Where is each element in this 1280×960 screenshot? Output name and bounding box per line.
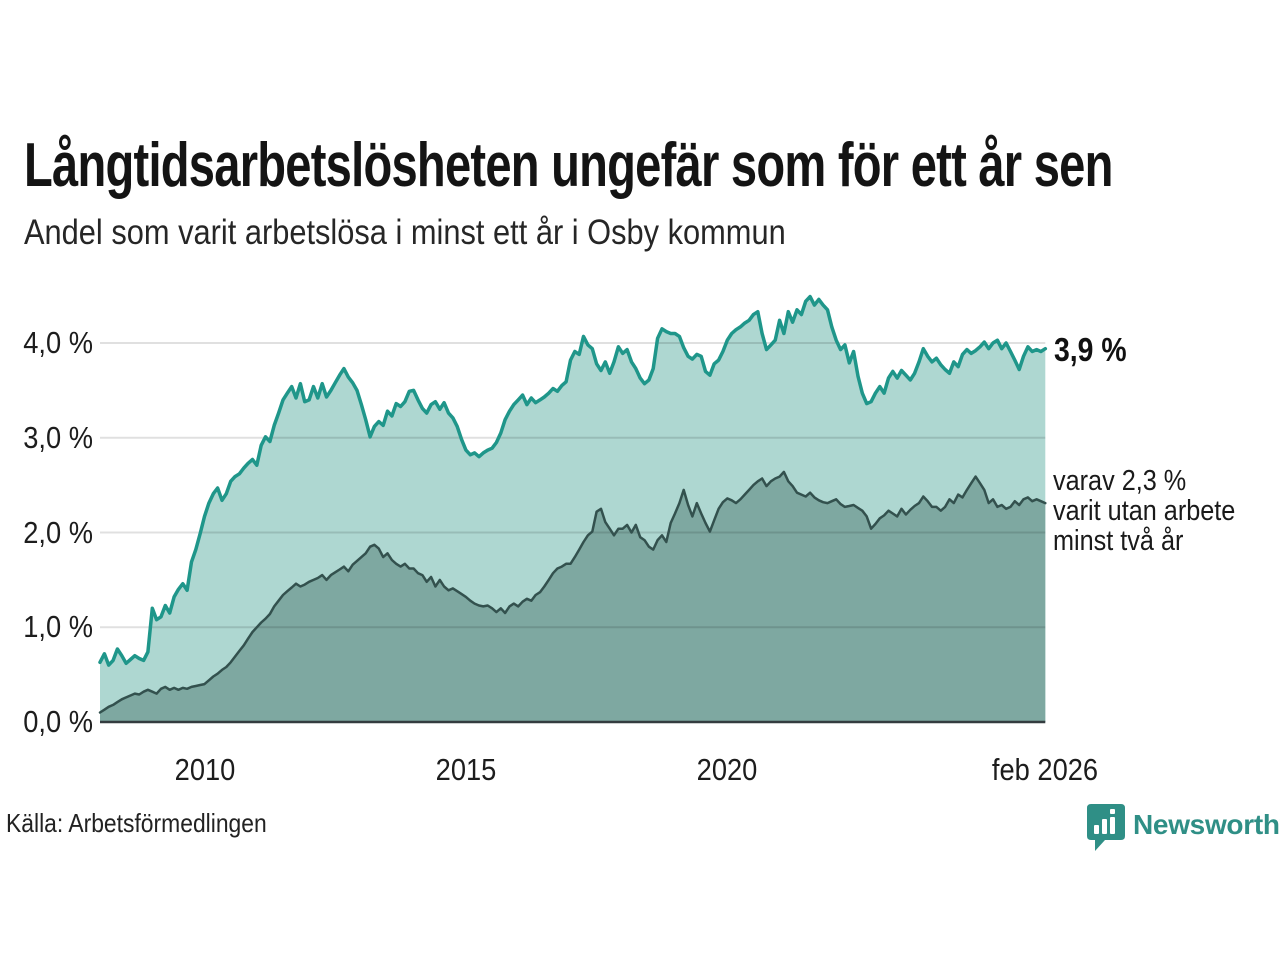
end-value-label: 3,9 % (1054, 331, 1127, 368)
y-tick-label: 1,0 % (23, 609, 93, 645)
newsworthy-logo: Newsworthy (1087, 804, 1280, 852)
line-at-least-one-year (98, 294, 1048, 667)
x-tick-label: 2010 (174, 752, 235, 787)
source-credit: Källa: Arbetsförmedlingen (6, 808, 267, 838)
y-tick-label: 3,0 % (23, 419, 93, 455)
line-at-least-two-years (98, 470, 1047, 714)
y-tick-label: 2,0 % (23, 514, 93, 550)
chart-title: Långtidsarbetslösheten ungefär som för e… (24, 131, 1113, 200)
secondary-series-note: varav 2,3 % varit utan arbete minst två … (1053, 466, 1235, 556)
newsworthy-wordmark: Newsworthy (1133, 809, 1280, 840)
area-fill-at-least-two-years (100, 471, 1046, 722)
chart-subtitle: Andel som varit arbetslösa i minst ett å… (24, 213, 786, 252)
newsworthy-bubble-icon (1087, 804, 1125, 851)
note-line-2: varit utan arbete (1053, 495, 1236, 527)
x-tick-label: 2015 (435, 752, 497, 787)
x-tick-label: feb 2026 (992, 752, 1099, 787)
y-tick-label: 4,0 % (23, 325, 93, 360)
y-tick-label: 0,0 % (23, 704, 93, 739)
note-line-3: minst två år (1053, 525, 1184, 557)
note-line-1: varav 2,3 % (1053, 465, 1187, 497)
x-tick-label: 2020 (696, 752, 758, 787)
